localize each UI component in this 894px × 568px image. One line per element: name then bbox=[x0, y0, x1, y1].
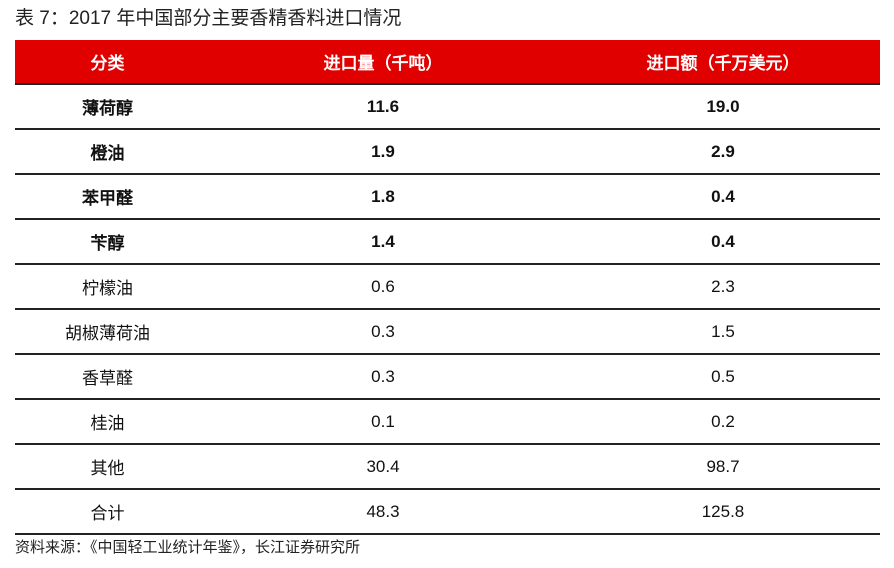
cell-volume: 0.1 bbox=[200, 398, 566, 444]
cell-value: 0.5 bbox=[566, 353, 880, 399]
table-row: 桂油 0.1 0.2 bbox=[15, 398, 880, 444]
table-row: 柠檬油 0.6 2.3 bbox=[15, 263, 880, 309]
cell-category: 橙油 bbox=[15, 128, 200, 174]
import-table: 分类 进口量（千吨） 进口额（千万美元） 薄荷醇 11.6 19.0 橙油 1.9 2.9… bbox=[15, 40, 880, 535]
cell-value: 1.5 bbox=[566, 308, 880, 354]
cell-value: 0.4 bbox=[566, 218, 880, 264]
cell-category: 桂油 bbox=[15, 398, 200, 444]
cell-category: 苄醇 bbox=[15, 218, 200, 264]
cell-volume: 0.6 bbox=[200, 263, 566, 309]
header-volume: 进口量（千吨） bbox=[200, 40, 566, 84]
table-row: 苯甲醛 1.8 0.4 bbox=[15, 173, 880, 219]
header-value: 进口额（千万美元） bbox=[566, 40, 880, 84]
table-title: 表 7：2017 年中国部分主要香精香料进口情况 bbox=[15, 8, 402, 29]
cell-value: 0.4 bbox=[566, 173, 880, 219]
cell-value: 2.9 bbox=[566, 128, 880, 174]
cell-category: 香草醛 bbox=[15, 353, 200, 399]
table-row: 橙油 1.9 2.9 bbox=[15, 128, 880, 174]
cell-category: 薄荷醇 bbox=[15, 83, 200, 129]
cell-value: 98.7 bbox=[566, 443, 880, 489]
table-row: 其他 30.4 98.7 bbox=[15, 443, 880, 489]
cell-volume: 1.8 bbox=[200, 173, 566, 219]
table-row: 胡椒薄荷油 0.3 1.5 bbox=[15, 308, 880, 354]
cell-category: 苯甲醛 bbox=[15, 173, 200, 219]
cell-value: 2.3 bbox=[566, 263, 880, 309]
cell-category: 柠檬油 bbox=[15, 263, 200, 309]
cell-volume: 11.6 bbox=[200, 83, 566, 129]
cell-volume: 1.9 bbox=[200, 128, 566, 174]
cell-category: 胡椒薄荷油 bbox=[15, 308, 200, 354]
table-row: 薄荷醇 11.6 19.0 bbox=[15, 83, 880, 129]
cell-category: 合计 bbox=[15, 488, 200, 535]
cell-volume: 1.4 bbox=[200, 218, 566, 264]
table-row: 合计 48.3 125.8 bbox=[15, 488, 880, 535]
table-header-row: 分类 进口量（千吨） 进口额（千万美元） bbox=[15, 40, 880, 84]
cell-value: 19.0 bbox=[566, 83, 880, 129]
cell-volume: 0.3 bbox=[200, 353, 566, 399]
source-note: 资料来源：《中国轻工业统计年鉴》，长江证券研究所 bbox=[15, 539, 361, 556]
cell-value: 125.8 bbox=[566, 488, 880, 535]
cell-volume: 48.3 bbox=[200, 488, 566, 535]
cell-volume: 0.3 bbox=[200, 308, 566, 354]
table-row: 香草醛 0.3 0.5 bbox=[15, 353, 880, 399]
header-category: 分类 bbox=[15, 40, 200, 84]
cell-value: 0.2 bbox=[566, 398, 880, 444]
table-row: 苄醇 1.4 0.4 bbox=[15, 218, 880, 264]
cell-category: 其他 bbox=[15, 443, 200, 489]
cell-volume: 30.4 bbox=[200, 443, 566, 489]
